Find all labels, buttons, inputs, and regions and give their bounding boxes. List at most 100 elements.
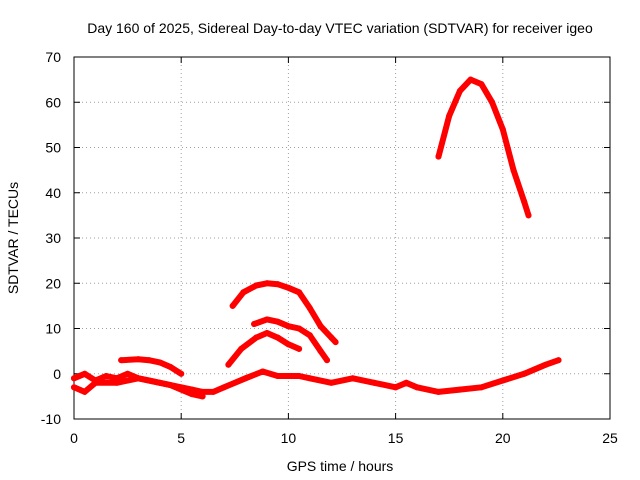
x-tick-label: 25 (602, 430, 618, 446)
data-point (113, 379, 120, 386)
axis-ticks: 0 5 10 15 20 25 -10 0 10 20 30 40 50 60 70 (41, 49, 618, 446)
data-point (489, 99, 496, 106)
chart-title: Day 160 of 2025, Sidereal Day-to-day VTE… (87, 20, 593, 36)
data-point (146, 357, 153, 364)
data-point (242, 375, 249, 382)
y-tick-label: 20 (45, 275, 61, 291)
data-point (446, 112, 453, 119)
series-line-arc-evening-peak (435, 76, 532, 219)
data-point (403, 379, 410, 386)
data-point (229, 302, 236, 309)
y-tick-label: 0 (53, 366, 61, 382)
data-point (371, 379, 378, 386)
x-tick-label: 15 (388, 430, 404, 446)
data-point (71, 375, 77, 382)
data-point (199, 393, 206, 400)
data-point (259, 368, 266, 375)
y-tick-label: 60 (45, 94, 61, 110)
data-point (263, 280, 270, 287)
data-point (81, 388, 88, 395)
x-tick-label: 10 (281, 430, 297, 446)
data-point (456, 386, 463, 393)
data-point (135, 375, 142, 382)
data-point (317, 323, 324, 330)
series-line-arc-baseline-a (71, 357, 562, 395)
x-tick-label: 20 (495, 430, 511, 446)
y-axis-label: SDTVAR / TECUs (5, 182, 21, 294)
data-point (92, 377, 99, 384)
data-point (285, 341, 292, 348)
data-point (71, 384, 77, 391)
y-tick-label: 40 (45, 185, 61, 201)
y-tick-label: 50 (45, 140, 61, 156)
data-point (167, 382, 174, 389)
data-point (296, 325, 303, 332)
data-point (113, 375, 120, 382)
data-point (251, 320, 258, 327)
data-point (328, 334, 335, 341)
x-tick-label: 0 (70, 430, 78, 446)
data-point (167, 363, 174, 370)
data-point (478, 81, 485, 88)
data-point (274, 318, 281, 325)
series-line-arc-noon-high (229, 280, 339, 346)
data-point (499, 126, 506, 133)
data-point (285, 373, 292, 380)
data-point (296, 289, 303, 296)
data-point (296, 345, 303, 352)
data-point (435, 388, 442, 395)
data-point (253, 334, 260, 341)
data-point (146, 377, 153, 384)
data-point (263, 330, 270, 337)
data-point (238, 345, 245, 352)
data-point (478, 384, 485, 391)
data-point (156, 359, 163, 366)
data-point (240, 289, 247, 296)
x-tick-label: 5 (177, 430, 185, 446)
data-point (285, 323, 292, 330)
y-tick-label: 70 (45, 49, 61, 65)
data-point (306, 332, 313, 339)
data-point (274, 281, 281, 288)
data-point (555, 357, 562, 364)
data-point (274, 334, 281, 341)
y-tick-label: -10 (41, 411, 61, 427)
data-point (414, 384, 421, 391)
data-point (285, 284, 292, 291)
series-group (71, 76, 562, 400)
data-point (156, 379, 163, 386)
data-point (188, 391, 195, 398)
data-point (225, 361, 232, 368)
y-tick-label: 30 (45, 230, 61, 246)
data-point (521, 198, 528, 205)
data-point (178, 386, 185, 393)
data-point (392, 384, 399, 391)
data-point (210, 388, 217, 395)
data-point (263, 316, 270, 323)
data-point (103, 373, 110, 380)
data-point (499, 377, 506, 384)
data-point (178, 370, 185, 377)
data-point (510, 167, 517, 174)
data-point (323, 357, 330, 364)
data-point (253, 282, 260, 289)
y-tick-label: 10 (45, 321, 61, 337)
data-point (296, 373, 303, 380)
data-point (328, 379, 335, 386)
data-point (521, 370, 528, 377)
data-point (274, 373, 281, 380)
data-point (467, 76, 474, 83)
data-point (135, 356, 142, 363)
data-point (525, 212, 532, 219)
grid (74, 57, 610, 419)
data-point (332, 339, 339, 346)
data-point (542, 361, 549, 368)
data-point (118, 357, 125, 364)
data-point (435, 153, 442, 160)
data-point (317, 348, 324, 355)
data-point (349, 375, 356, 382)
data-point (124, 370, 131, 377)
data-point (306, 375, 313, 382)
data-point (221, 384, 228, 391)
